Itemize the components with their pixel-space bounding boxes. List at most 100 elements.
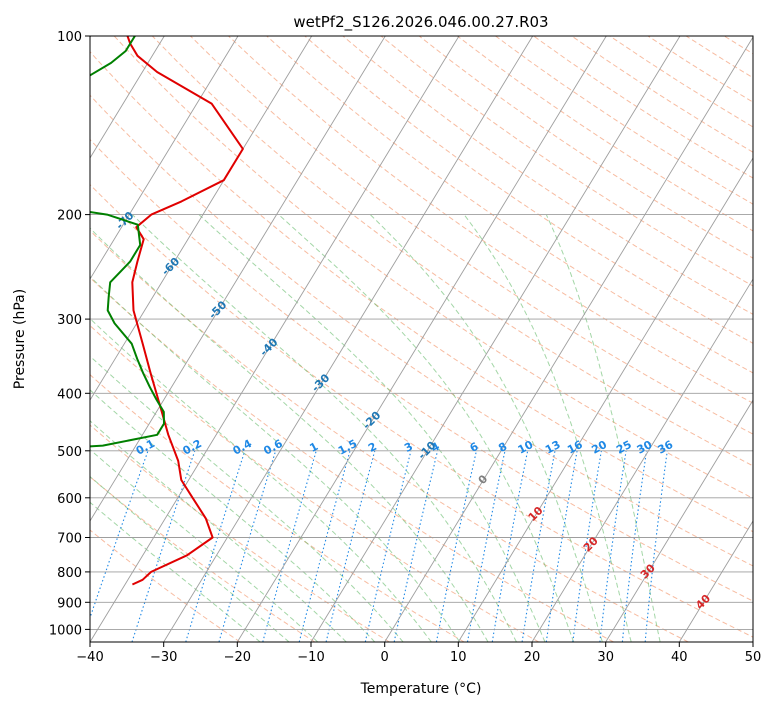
mixing-ratio-line bbox=[90, 450, 149, 620]
dry-adiabat bbox=[151, 36, 753, 467]
mixing-ratio-label: 13 bbox=[543, 438, 563, 457]
isotherm-line bbox=[163, 36, 534, 642]
moist-adiabat bbox=[90, 355, 404, 642]
dry-adiabat bbox=[495, 36, 753, 205]
moist-adiabat bbox=[90, 227, 489, 642]
moist-adiabat bbox=[132, 214, 517, 642]
mixing-ratio-label: 10 bbox=[516, 438, 536, 457]
moist-adiabat bbox=[463, 214, 632, 642]
mixing-ratio-label: 0.2 bbox=[181, 437, 204, 458]
dry-adiabat bbox=[90, 138, 753, 602]
isotherm-line bbox=[236, 36, 607, 642]
isotherm-label: 10 bbox=[526, 504, 546, 524]
mixing-ratio-label: 1 bbox=[307, 440, 320, 455]
isotherm-label: -80 bbox=[69, 161, 92, 184]
y-tick-label: 400 bbox=[57, 387, 82, 402]
x-tick-label: 10 bbox=[450, 650, 467, 665]
moist-adiabat bbox=[90, 389, 376, 642]
dry-adiabat bbox=[685, 36, 753, 79]
mixing-ratio-line bbox=[621, 450, 648, 642]
dry-adiabat bbox=[90, 324, 540, 642]
dry-adiabat bbox=[266, 36, 753, 374]
moist-adiabat bbox=[90, 420, 347, 642]
mixing-ratio-label: 20 bbox=[589, 438, 609, 457]
moist-adiabat bbox=[369, 214, 603, 642]
line-labels: 0.1 0.2 0.4 0.6 1 1.5 2 3 4 6 8 10 13 16 20 25 30 36-100-… bbox=[0, 50, 713, 612]
background-lines bbox=[90, 36, 775, 642]
chart-title: wetPf2_S126.2026.046.00.27.R03 bbox=[293, 13, 548, 32]
x-tick-label: 40 bbox=[671, 650, 688, 665]
series-lines bbox=[90, 36, 244, 586]
mixing-ratio-label: 25 bbox=[614, 438, 634, 457]
dry-adiabat bbox=[90, 476, 315, 642]
dry-adiabat bbox=[90, 424, 390, 642]
isotherm-line bbox=[384, 36, 753, 642]
mixing-ratio-label: 0.4 bbox=[231, 437, 255, 458]
moist-adiabat bbox=[545, 214, 661, 642]
isotherm-line bbox=[457, 157, 753, 642]
isotherm-label: -40 bbox=[257, 335, 280, 358]
y-axis-label: Pressure (hPa) bbox=[12, 289, 28, 389]
mixing-ratio-line bbox=[131, 450, 196, 642]
moist-adiabat bbox=[90, 275, 461, 642]
dry-adiabat bbox=[609, 36, 753, 128]
mixing-ratio-line bbox=[644, 450, 668, 642]
x-tick-label: −30 bbox=[150, 650, 177, 665]
mixing-ratio-label: 1.5 bbox=[336, 437, 359, 458]
y-tick-label: 100 bbox=[57, 30, 82, 45]
x-tick-label: 0 bbox=[381, 650, 389, 665]
mixing-ratio-line bbox=[185, 450, 246, 642]
mixing-ratio-line bbox=[572, 450, 602, 642]
mixing-ratio-label: 36 bbox=[656, 438, 676, 457]
y-tick-label: 900 bbox=[57, 596, 82, 611]
isotherm-line bbox=[752, 641, 753, 642]
isotherm-line bbox=[90, 36, 165, 159]
moist-adiabat bbox=[278, 214, 575, 642]
isotherm-label: -20 bbox=[360, 409, 383, 432]
mixing-ratio-label: 2 bbox=[366, 440, 379, 455]
mixing-ratio-line bbox=[364, 450, 412, 642]
mixing-ratio-line bbox=[218, 450, 277, 642]
dewpoint-profile-line bbox=[90, 36, 165, 448]
x-tick-label: 50 bbox=[745, 650, 762, 665]
dry-adiabat bbox=[456, 36, 753, 232]
mixing-ratio-label: 0.6 bbox=[261, 437, 285, 458]
y-tick-label: 200 bbox=[57, 209, 82, 224]
dry-adiabat bbox=[113, 36, 753, 499]
dry-adiabat bbox=[90, 229, 689, 642]
mixing-ratio-label: 16 bbox=[565, 438, 585, 457]
dry-adiabat bbox=[90, 183, 753, 638]
moist-adiabat bbox=[90, 501, 261, 642]
mixing-ratio-label: 3 bbox=[402, 440, 415, 455]
isotherm-label: 30 bbox=[638, 561, 658, 581]
y-tick-label: 300 bbox=[57, 313, 82, 328]
x-tick-label: 20 bbox=[524, 650, 541, 665]
dry-adiabat bbox=[762, 36, 775, 642]
isotherm-label: -100 bbox=[0, 50, 13, 79]
mixing-ratio-line bbox=[262, 450, 317, 642]
y-tick-label: 1000 bbox=[49, 623, 82, 638]
isotherm-line bbox=[531, 278, 753, 642]
isotherm-line bbox=[90, 36, 386, 522]
dry-adiabat bbox=[304, 36, 753, 344]
dry-adiabat bbox=[90, 529, 241, 642]
dry-adiabat bbox=[90, 276, 614, 642]
isotherm-label: -50 bbox=[206, 298, 229, 321]
isotherm-label: 0 bbox=[476, 472, 491, 487]
dry-adiabat bbox=[190, 36, 753, 435]
isotherm-line bbox=[678, 520, 753, 642]
isotherm-line bbox=[310, 36, 681, 642]
mixing-ratio-line bbox=[599, 450, 627, 642]
dry-adiabat bbox=[533, 36, 753, 179]
mixing-ratio-label: 0.1 bbox=[134, 437, 157, 458]
dry-adiabat bbox=[228, 36, 753, 404]
y-tick-label: 600 bbox=[57, 492, 82, 507]
dry-adiabat bbox=[723, 36, 753, 55]
x-tick-label: −40 bbox=[76, 650, 103, 665]
axes: −40 −30 −20 −10 0 10 20 30 40 5010020030040050060… bbox=[49, 30, 761, 665]
x-axis-label: Temperature (°C) bbox=[360, 681, 482, 697]
dry-adiabat bbox=[418, 36, 753, 259]
mixing-ratio-label: 8 bbox=[496, 440, 509, 455]
isotherm-label: -90 bbox=[26, 110, 49, 133]
